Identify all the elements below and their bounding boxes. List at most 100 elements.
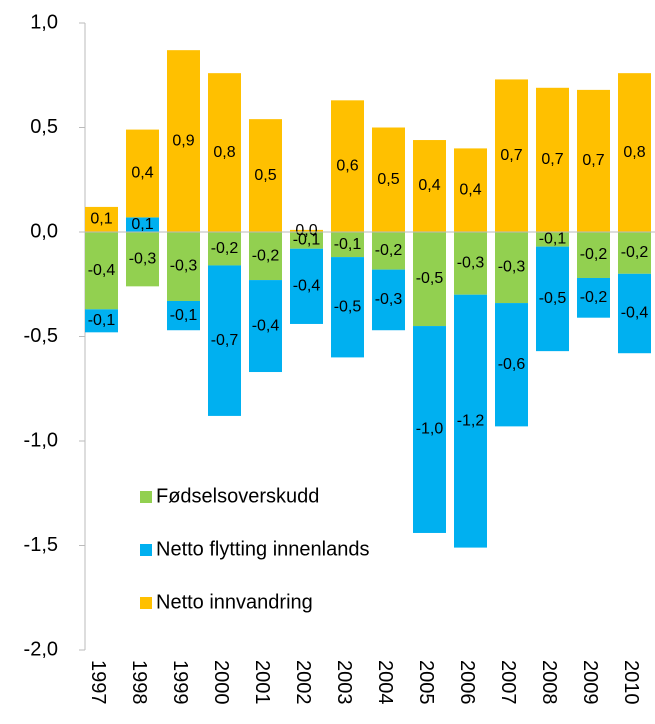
data-label: 0,5 xyxy=(254,167,276,184)
data-label: -0,1 xyxy=(334,236,362,253)
bar-segment xyxy=(331,257,364,358)
bar-segment xyxy=(577,89,610,232)
bar-segment xyxy=(85,309,118,333)
bar-segment xyxy=(372,269,405,331)
data-label: 0,5 xyxy=(377,171,399,188)
data-label: 0,7 xyxy=(541,151,563,168)
y-tick-label: 0,0 xyxy=(30,220,58,242)
data-label: -1,0 xyxy=(416,421,444,438)
data-label: -0,3 xyxy=(498,259,526,276)
data-label: 0,4 xyxy=(459,181,481,198)
y-tick-label: 0,5 xyxy=(30,116,58,138)
data-label: -0,3 xyxy=(170,258,198,275)
bar-segment xyxy=(167,232,200,301)
bar-segment xyxy=(126,232,159,287)
data-label: -0,2 xyxy=(211,240,239,257)
y-tick-label: -0,5 xyxy=(24,325,58,347)
legend-swatch xyxy=(140,544,152,556)
data-label: 0,1 xyxy=(131,216,153,233)
data-label: -0,2 xyxy=(580,289,608,306)
legend-label: Netto innvandring xyxy=(156,591,313,613)
data-label: 0,6 xyxy=(336,157,358,174)
data-label: 0,8 xyxy=(623,144,645,161)
bar-segment xyxy=(126,217,159,232)
data-label: -0,2 xyxy=(580,246,608,263)
data-label: 0,7 xyxy=(582,152,604,169)
bar-segment xyxy=(536,87,569,232)
bar-segment xyxy=(167,300,200,331)
data-label: -0,4 xyxy=(252,317,280,334)
bar-segment xyxy=(577,232,610,278)
data-label: 0,8 xyxy=(213,144,235,161)
bar-segment xyxy=(618,232,651,274)
x-tick-label: 2007 xyxy=(497,660,519,705)
bar-segment xyxy=(85,206,118,232)
data-label: -0,3 xyxy=(375,291,403,308)
bar-segment xyxy=(536,246,569,352)
bar-segment xyxy=(413,140,446,232)
data-label: -0,1 xyxy=(170,307,198,324)
data-label: 0,7 xyxy=(500,147,522,164)
bar-segment xyxy=(208,73,241,232)
bar-segment xyxy=(495,303,528,427)
legend-swatch xyxy=(140,491,152,503)
bar-segment xyxy=(249,119,282,232)
data-label: -0,4 xyxy=(88,262,116,279)
bar-segment xyxy=(249,232,282,281)
x-tick-label: 2010 xyxy=(620,660,642,705)
x-tick-label: 1999 xyxy=(169,660,191,705)
data-label: -0,6 xyxy=(498,356,526,373)
data-label: -0,3 xyxy=(457,255,485,272)
bar-segment xyxy=(618,273,651,354)
data-label: -1,2 xyxy=(457,412,485,429)
data-label: 0,0 xyxy=(295,222,317,239)
data-label: -0,5 xyxy=(334,298,362,315)
bar-segment xyxy=(167,50,200,232)
bar-segment xyxy=(331,232,364,258)
x-tick-label: 1997 xyxy=(87,660,109,705)
y-tick-label: -1,5 xyxy=(24,534,58,556)
bar-segment xyxy=(249,280,282,373)
bar-segment xyxy=(454,294,487,548)
data-label: -0,4 xyxy=(621,305,649,322)
bar-segment xyxy=(618,73,651,232)
data-label: 0,9 xyxy=(172,132,194,149)
bar-segment xyxy=(290,248,323,324)
data-label: -0,5 xyxy=(539,290,567,307)
bar-segment xyxy=(413,326,446,533)
y-tick-label: 1,0 xyxy=(30,11,58,33)
bar-segment xyxy=(372,127,405,232)
data-label: -0,1 xyxy=(539,231,567,248)
x-tick-label: 2009 xyxy=(579,660,601,705)
x-tick-label: 2003 xyxy=(333,660,355,705)
data-label: -0,2 xyxy=(252,247,280,264)
bar-segment xyxy=(331,100,364,232)
data-label: -0,3 xyxy=(129,250,157,267)
bar-segment xyxy=(577,277,610,318)
x-tick-label: 2005 xyxy=(415,660,437,705)
bar-segment xyxy=(372,232,405,270)
bar-segment xyxy=(454,232,487,295)
y-tick-label: -1,0 xyxy=(24,429,58,451)
legend-label: Netto flytting innenlands xyxy=(156,538,369,560)
bar-segment xyxy=(85,232,118,310)
bar-segment xyxy=(126,129,159,218)
data-label: 0,4 xyxy=(131,165,153,182)
bar-segment xyxy=(290,229,323,232)
bar-segment xyxy=(495,232,528,304)
y-tick-label: -2,0 xyxy=(24,638,58,660)
legend-swatch xyxy=(140,597,152,609)
data-label: -0,4 xyxy=(293,278,321,295)
bar-segment xyxy=(290,232,323,249)
legend-label: Fødselsoverskudd xyxy=(156,485,319,507)
data-label: -0,2 xyxy=(375,242,403,259)
x-tick-label: 2001 xyxy=(251,660,273,705)
x-tick-label: 1998 xyxy=(128,660,150,705)
data-label: 0,1 xyxy=(90,211,112,228)
bar-segment xyxy=(208,232,241,266)
x-tick-label: 2006 xyxy=(456,660,478,705)
x-tick-label: 2008 xyxy=(538,660,560,705)
data-label: -0,7 xyxy=(211,332,239,349)
data-label: 0,4 xyxy=(418,177,440,194)
